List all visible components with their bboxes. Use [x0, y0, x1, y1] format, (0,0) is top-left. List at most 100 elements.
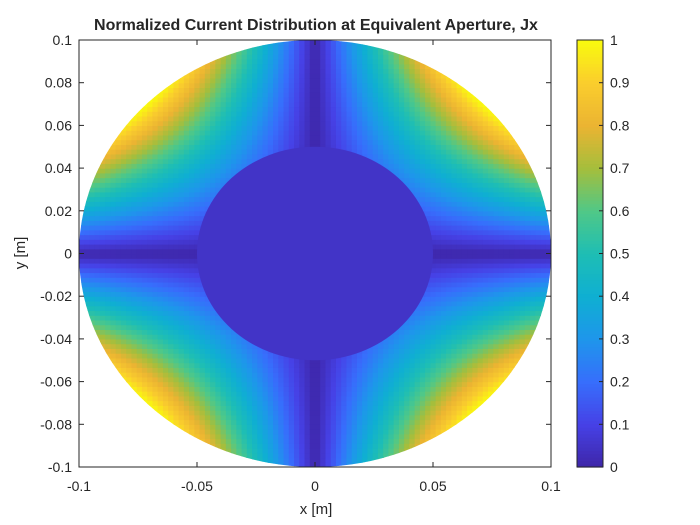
heat-cell	[141, 239, 148, 245]
heat-cell	[99, 220, 106, 226]
heat-cell	[377, 49, 384, 55]
heat-cell	[278, 134, 285, 141]
heat-cell	[126, 262, 133, 269]
heat-cell	[147, 319, 154, 326]
heat-cell	[388, 73, 395, 79]
heat-cell	[199, 139, 206, 145]
heat-cell	[157, 353, 164, 359]
heat-cell	[346, 87, 353, 93]
heat-cell	[162, 414, 169, 421]
heat-cell	[309, 433, 316, 440]
heat-cell	[115, 244, 122, 250]
heat-cell	[183, 343, 190, 349]
heat-cell	[315, 419, 321, 425]
heat-cell	[351, 73, 358, 79]
heat-cell	[152, 334, 159, 340]
heat-cell	[147, 172, 154, 179]
heat-cell	[257, 376, 264, 383]
heat-cell	[246, 353, 253, 359]
heat-cell	[283, 376, 290, 383]
heat-cell	[393, 348, 400, 354]
heat-cell	[131, 125, 138, 131]
heat-cell	[215, 400, 222, 406]
heat-cell	[162, 87, 169, 93]
heat-cell	[141, 305, 148, 312]
heat-cell	[194, 362, 201, 368]
heat-cell	[84, 305, 91, 312]
heat-cell	[383, 457, 390, 463]
heat-cell	[189, 87, 195, 93]
heat-cell	[194, 319, 201, 326]
heat-cell	[356, 96, 363, 103]
heat-cell	[278, 429, 285, 435]
heat-cell	[189, 258, 195, 264]
heat-cell	[183, 367, 190, 373]
heat-cell	[278, 40, 285, 46]
heat-cell	[283, 395, 290, 402]
heat-cell	[136, 338, 143, 345]
heat-cell	[84, 220, 91, 226]
heat-cell	[231, 168, 237, 174]
heat-cell	[147, 315, 154, 321]
heat-cell	[262, 134, 269, 141]
heat-cell	[304, 457, 311, 463]
heat-cell	[246, 101, 253, 108]
heat-cell	[315, 49, 321, 55]
heat-cell	[372, 44, 379, 51]
heat-cell	[178, 196, 185, 202]
heat-cell	[393, 163, 400, 169]
heat-cell	[152, 215, 159, 221]
heat-cell	[162, 410, 169, 416]
heat-cell	[225, 372, 232, 378]
heat-cell	[152, 267, 159, 274]
heat-cell	[351, 68, 358, 74]
heat-cell	[273, 149, 279, 155]
heat-cell	[105, 234, 112, 240]
heat-cell	[162, 338, 169, 345]
heat-cell	[393, 87, 400, 93]
heat-cell	[294, 73, 300, 79]
heat-cell	[283, 357, 290, 364]
heat-cell	[141, 353, 148, 359]
heat-cell	[309, 386, 316, 392]
heat-cell	[136, 324, 143, 331]
heat-cell	[356, 63, 363, 70]
heat-cell	[283, 87, 290, 93]
heat-cell	[236, 73, 243, 79]
heat-cell	[409, 395, 416, 402]
heat-cell	[262, 386, 269, 392]
heat-cell	[183, 73, 190, 79]
heat-cell	[189, 187, 195, 193]
heat-cell	[79, 239, 85, 245]
heat-cell	[84, 310, 91, 316]
heat-cell	[215, 348, 222, 354]
heat-cell	[367, 367, 374, 373]
heat-cell	[157, 291, 164, 297]
heat-cell	[246, 77, 253, 84]
heat-cell	[231, 376, 237, 383]
heat-cell	[398, 120, 405, 126]
heat-cell	[162, 281, 169, 288]
heat-cell	[194, 353, 201, 359]
heat-cell	[162, 158, 169, 164]
heat-cell	[257, 424, 264, 430]
heat-cell	[325, 362, 332, 368]
heat-cell	[383, 353, 390, 359]
heat-cell	[105, 158, 112, 164]
heat-cell	[194, 134, 201, 141]
heat-cell	[362, 362, 369, 368]
heat-cell	[362, 376, 369, 383]
heat-cell	[288, 111, 295, 117]
heat-cell	[257, 134, 264, 141]
heat-cell	[398, 338, 405, 345]
heat-cell	[335, 414, 342, 421]
heat-cell	[246, 134, 253, 141]
heat-cell	[267, 372, 274, 378]
heat-cell	[257, 44, 264, 51]
heat-cell	[309, 452, 316, 459]
heat-cell	[189, 77, 195, 84]
heat-cell	[398, 372, 405, 378]
heat-cell	[173, 362, 180, 368]
heat-cell	[404, 96, 410, 103]
heat-cell	[157, 111, 164, 117]
